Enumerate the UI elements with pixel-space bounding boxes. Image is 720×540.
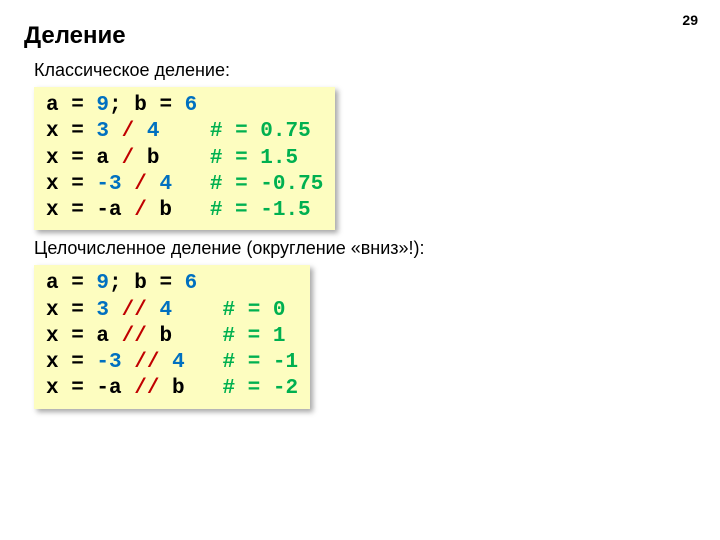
code-token: # = -2 [222, 377, 298, 400]
code-token: // [134, 351, 159, 374]
code-line: x = 3 / 4 # = 0.75 [46, 119, 323, 145]
code-line: x = a // b # = 1 [46, 324, 298, 350]
code-token: 4 [159, 173, 172, 196]
code-token: x = [46, 351, 96, 374]
code-token: // [134, 377, 159, 400]
code-line: x = -a / b # = -1.5 [46, 198, 323, 224]
code-token: # = -1 [223, 351, 299, 374]
code-token: x = [46, 173, 96, 196]
code-token: ; b = [109, 94, 185, 117]
section-classic: Классическое деление: a = 9; b = 6x = 3 … [24, 60, 696, 230]
code-token [147, 173, 160, 196]
code-token: / [134, 199, 147, 222]
code-token: x = [46, 299, 96, 322]
code-line: a = 9; b = 6 [46, 93, 323, 119]
code-token: x = -a [46, 199, 134, 222]
code-token: a = [46, 94, 96, 117]
code-token [172, 299, 222, 322]
code-token: 4 [147, 120, 160, 143]
code-token: // [122, 325, 147, 348]
code-token: / [122, 120, 135, 143]
code-line: x = 3 // 4 # = 0 [46, 298, 298, 324]
code-token [122, 351, 135, 374]
code-token: ; b = [109, 272, 185, 295]
code-token [147, 299, 160, 322]
code-token [159, 351, 172, 374]
code-line: a = 9; b = 6 [46, 271, 298, 297]
section-subtitle: Классическое деление: [34, 60, 696, 81]
code-token: 3 [96, 120, 109, 143]
code-line: x = a / b # = 1.5 [46, 146, 323, 172]
code-token: 9 [96, 272, 109, 295]
code-token: b [134, 147, 210, 170]
code-line: x = -3 // 4 # = -1 [46, 350, 298, 376]
code-token [134, 120, 147, 143]
code-token: 4 [172, 351, 185, 374]
code-token: 6 [185, 94, 198, 117]
code-token [172, 173, 210, 196]
code-token [185, 351, 223, 374]
code-token: -3 [96, 351, 121, 374]
code-token: # = 1.5 [210, 147, 298, 170]
code-token: x = -a [46, 377, 134, 400]
code-token: x = a [46, 147, 122, 170]
code-token: # = 0 [223, 299, 286, 322]
code-token: # = -1.5 [210, 199, 311, 222]
code-token [109, 120, 122, 143]
code-token: x = [46, 120, 96, 143]
page-title: Деление [24, 22, 696, 50]
code-block-integer: a = 9; b = 6x = 3 // 4 # = 0x = a // b #… [34, 265, 310, 408]
code-token: # = -0.75 [210, 173, 323, 196]
code-token [159, 120, 209, 143]
code-token: # = 0.75 [210, 120, 311, 143]
code-token: b [147, 199, 210, 222]
code-block-classic: a = 9; b = 6x = 3 / 4 # = 0.75x = a / b … [34, 87, 335, 230]
code-line: x = -3 / 4 # = -0.75 [46, 172, 323, 198]
code-token: 4 [159, 299, 172, 322]
page-number: 29 [682, 12, 698, 28]
code-token: # = 1 [222, 325, 285, 348]
section-subtitle: Целочисленное деление (округление «вниз»… [34, 238, 696, 259]
code-token: 6 [185, 272, 198, 295]
code-token: 3 [96, 299, 109, 322]
code-token [122, 173, 135, 196]
code-token [109, 299, 122, 322]
code-token: // [122, 299, 147, 322]
code-token: a = [46, 272, 96, 295]
section-integer: Целочисленное деление (округление «вниз»… [24, 238, 696, 408]
code-token: -3 [96, 173, 121, 196]
code-token: 9 [96, 94, 109, 117]
code-token: / [122, 147, 135, 170]
code-token: b [159, 377, 222, 400]
code-token: / [134, 173, 147, 196]
code-token: b [147, 325, 223, 348]
code-token: x = a [46, 325, 122, 348]
code-line: x = -a // b # = -2 [46, 376, 298, 402]
